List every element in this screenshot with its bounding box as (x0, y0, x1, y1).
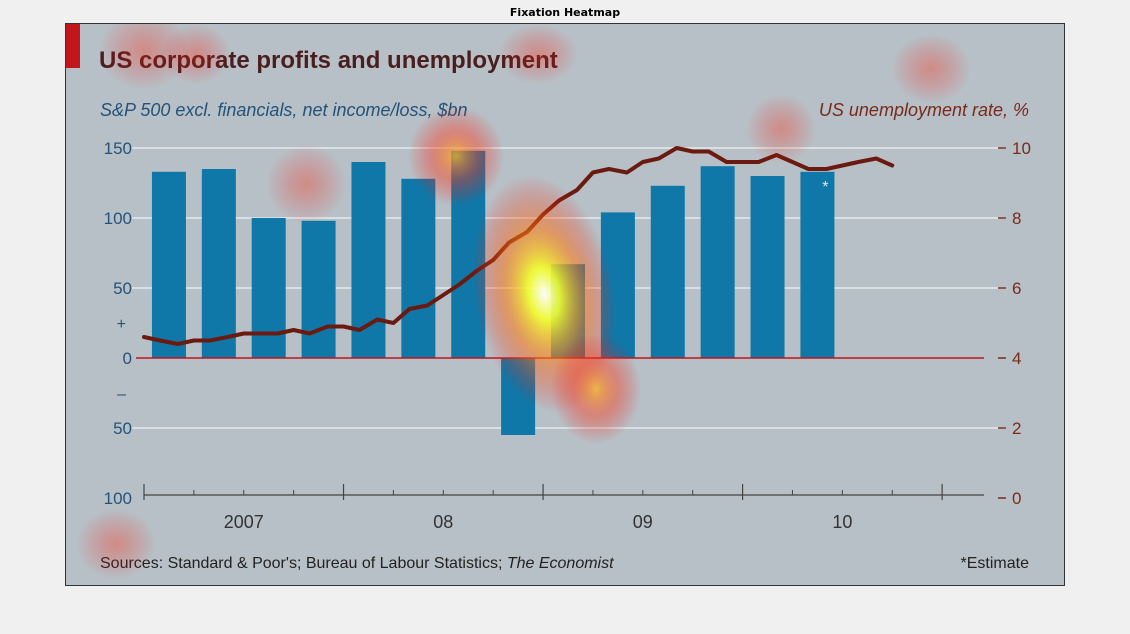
bar (151, 171, 186, 358)
heat-blob (76, 509, 156, 579)
heat-blob (408, 106, 504, 206)
right-tick-label: 2 (1012, 419, 1021, 438)
bar (650, 185, 685, 358)
x-year-label: 09 (633, 512, 653, 532)
left-tick-label: 50 (113, 419, 132, 438)
x-year-label: 08 (433, 512, 453, 532)
bar (251, 218, 286, 358)
right-tick-label: 6 (1012, 279, 1021, 298)
sources-note: Sources: Standard & Poor's; Bureau of La… (100, 555, 614, 572)
estimate-note: *Estimate (961, 555, 1030, 572)
heat-blob (498, 24, 578, 84)
positive-sign-label: + (117, 316, 126, 333)
heat-blob (551, 334, 641, 444)
left-tick-label: 50 (113, 279, 132, 298)
left-tick-label: 150 (104, 139, 132, 158)
left-tick-labels: 150 100 50 0 50 100 + – (104, 139, 132, 508)
left-tick-label: 0 (123, 349, 132, 368)
sources-prefix: Sources: Standard & Poor's; Bureau of La… (100, 555, 507, 572)
right-tick-labels: 10 8 6 4 2 0 (998, 139, 1031, 508)
right-axis-label: US unemployment rate, % (819, 100, 1029, 120)
sources-italic: The Economist (507, 555, 614, 572)
title-accent-bar (66, 24, 80, 68)
right-tick-label: 4 (1012, 349, 1021, 368)
bar (301, 220, 336, 358)
x-axis: 2007 08 09 10 (143, 484, 984, 532)
left-tick-label: 100 (104, 209, 132, 228)
bar (700, 166, 735, 358)
heat-blob (746, 94, 816, 164)
left-axis-label: S&P 500 excl. financials, net income/los… (100, 100, 468, 120)
x-year-label: 2007 (224, 512, 264, 532)
fixation-heatmap-overlay (76, 24, 971, 579)
estimate-star: * (822, 179, 828, 196)
x-year-label: 10 (832, 512, 852, 532)
bar-series: * (151, 150, 835, 435)
chart-panel: US corporate profits and unemployment S&… (65, 23, 1065, 586)
figure-title: Fixation Heatmap (509, 6, 621, 19)
left-tick-label: 100 (104, 489, 132, 508)
right-tick-label: 10 (1012, 139, 1031, 158)
bar (800, 171, 835, 358)
heat-blob (891, 34, 971, 104)
bar (750, 176, 785, 358)
right-tick-label: 8 (1012, 209, 1021, 228)
heat-blob (266, 144, 346, 224)
bar (401, 178, 436, 358)
chart-svg: US corporate profits and unemployment S&… (66, 24, 1031, 579)
heat-blob (161, 24, 231, 84)
negative-sign-label: – (117, 386, 126, 403)
right-tick-label: 0 (1012, 489, 1021, 508)
bar (201, 169, 236, 358)
